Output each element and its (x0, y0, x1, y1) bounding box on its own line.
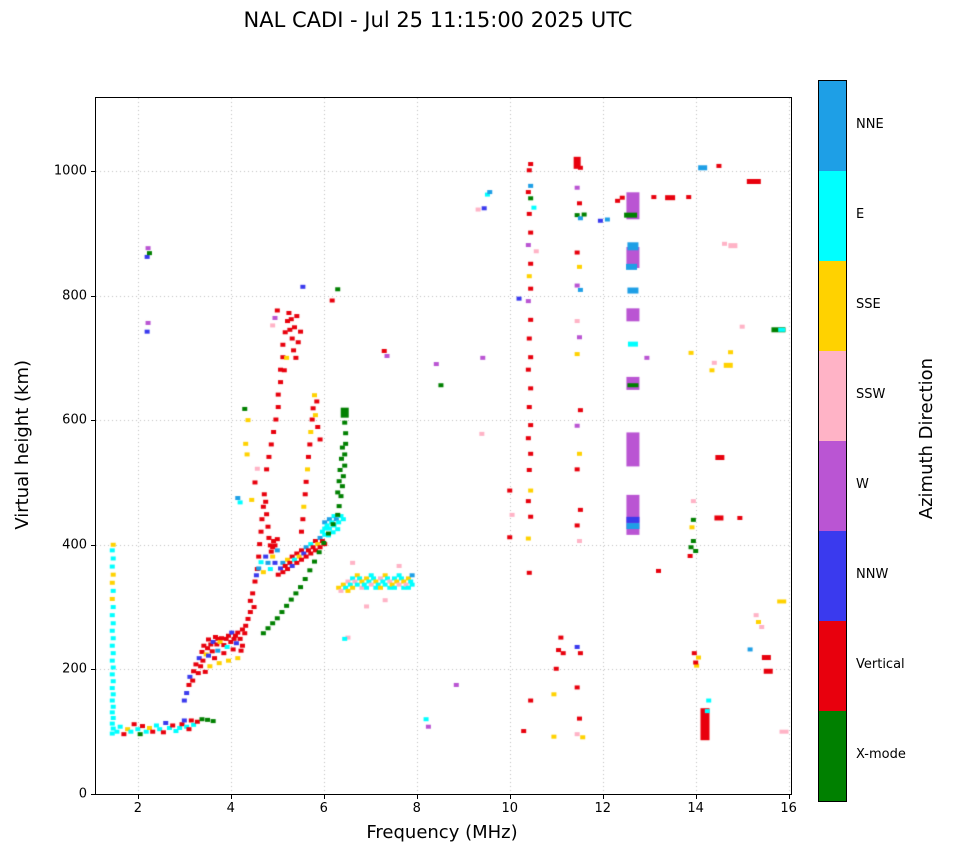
x-tick-mark (416, 795, 418, 799)
y-tick-label: 0 (78, 786, 87, 802)
x-tick-label: 12 (594, 801, 611, 816)
y-tick-label: 1000 (53, 163, 87, 179)
x-tick-mark (323, 795, 325, 799)
colorbar-segment-label: SSW (856, 387, 886, 402)
colorbar-segment-label: Vertical (856, 657, 905, 672)
colorbar-segment-nnw (819, 531, 846, 621)
x-tick-mark (509, 795, 511, 799)
x-tick-label: 6 (319, 801, 328, 816)
x-tick-label: 16 (780, 801, 797, 816)
y-tick-mark (91, 544, 95, 546)
y-tick-label: 600 (62, 412, 87, 428)
x-tick-mark (788, 795, 790, 799)
y-tick-label: 200 (62, 661, 87, 677)
colorbar-segment-label: W (856, 477, 869, 492)
plot-canvas (96, 98, 791, 794)
plot-area (95, 97, 792, 795)
x-tick-label: 8 (412, 801, 421, 816)
x-tick-label: 2 (133, 801, 142, 816)
colorbar-segment-vertical (819, 621, 846, 711)
colorbar-segment-x-mode (819, 711, 846, 801)
y-tick-mark (91, 295, 95, 297)
colorbar-title: Azimuth Direction (916, 358, 937, 520)
colorbar-segment-label: X-mode (856, 747, 906, 762)
chart-title: NAL CADI - Jul 25 11:15:00 2025 UTC (243, 8, 633, 32)
colorbar-segment-sse (819, 261, 846, 351)
x-tick-mark (137, 795, 139, 799)
y-tick-mark (91, 170, 95, 172)
y-tick-mark (91, 794, 95, 795)
colorbar-segment-label: NNE (856, 117, 884, 132)
x-tick-mark (230, 795, 232, 799)
colorbar-segment-label: NNW (856, 567, 889, 582)
y-axis-label: Virtual height (km) (12, 360, 33, 530)
x-axis-label: Frequency (MHz) (366, 822, 518, 843)
x-tick-mark (695, 795, 697, 799)
y-tick-mark (91, 669, 95, 671)
colorbar-segment-e (819, 171, 846, 261)
y-tick-mark (91, 420, 95, 422)
x-tick-label: 10 (501, 801, 519, 816)
colorbar-segment-nne (819, 81, 846, 171)
colorbar-segment-ssw (819, 351, 846, 441)
colorbar-segment-w (819, 441, 846, 531)
x-tick-label: 4 (226, 801, 235, 816)
colorbar-segment-label: E (856, 207, 865, 222)
y-tick-label: 400 (62, 537, 87, 553)
x-tick-label: 14 (687, 801, 704, 816)
y-tick-label: 800 (62, 288, 87, 304)
x-tick-mark (602, 795, 604, 799)
colorbar-segment-label: SSE (856, 297, 881, 312)
colorbar (818, 80, 847, 802)
